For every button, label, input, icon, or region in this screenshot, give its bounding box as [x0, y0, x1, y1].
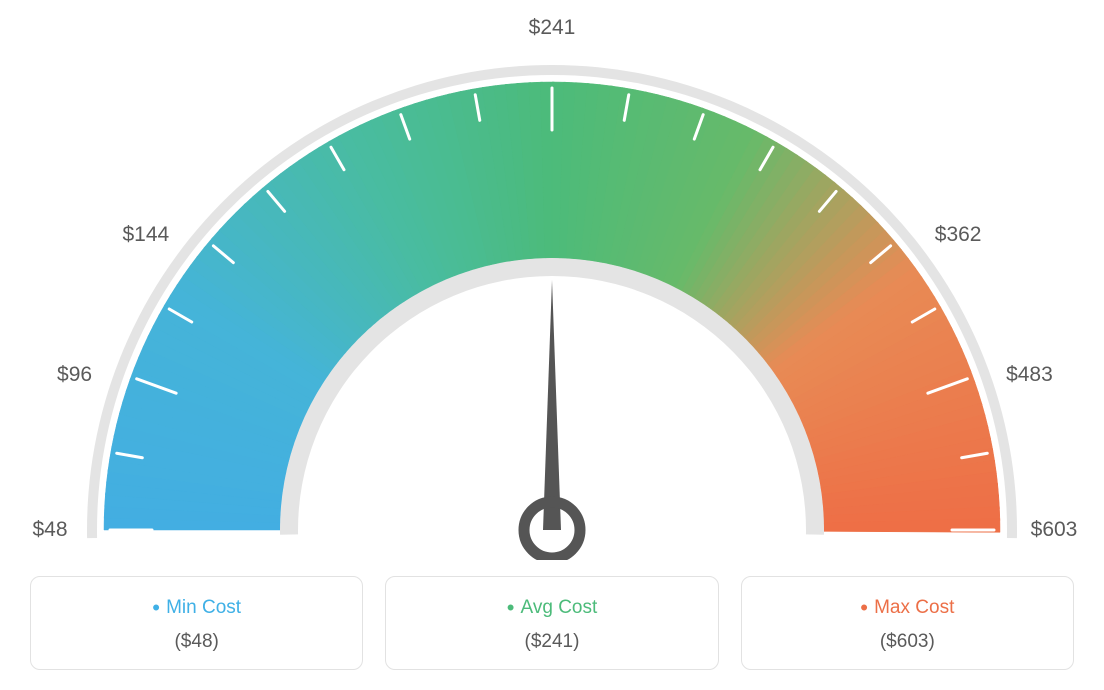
legend-value-min: ($48): [41, 631, 352, 653]
legend-row: Min Cost ($48) Avg Cost ($241) Max Cost …: [0, 576, 1104, 670]
gauge-needle: [543, 280, 561, 530]
gauge-container: $48 $96 $144 $241 $362 $483 $603: [0, 0, 1104, 560]
legend-card-max: Max Cost ($603): [741, 576, 1074, 670]
gauge-tick-label: $362: [935, 223, 982, 247]
legend-title-min: Min Cost: [41, 595, 352, 621]
gauge-tick-label: $48: [32, 518, 67, 542]
gauge-tick-label: $483: [1006, 363, 1053, 387]
gauge-tick-label: $603: [1031, 518, 1078, 542]
legend-title-avg: Avg Cost: [396, 595, 707, 621]
gauge-tick-label: $96: [57, 363, 92, 387]
legend-value-avg: ($241): [396, 631, 707, 653]
gauge-tick-label: $241: [529, 16, 576, 40]
gauge-chart: [0, 0, 1104, 560]
gauge-tick-label: $144: [123, 223, 170, 247]
legend-card-avg: Avg Cost ($241): [385, 576, 718, 670]
legend-value-max: ($603): [752, 631, 1063, 653]
legend-title-max: Max Cost: [752, 595, 1063, 621]
legend-card-min: Min Cost ($48): [30, 576, 363, 670]
